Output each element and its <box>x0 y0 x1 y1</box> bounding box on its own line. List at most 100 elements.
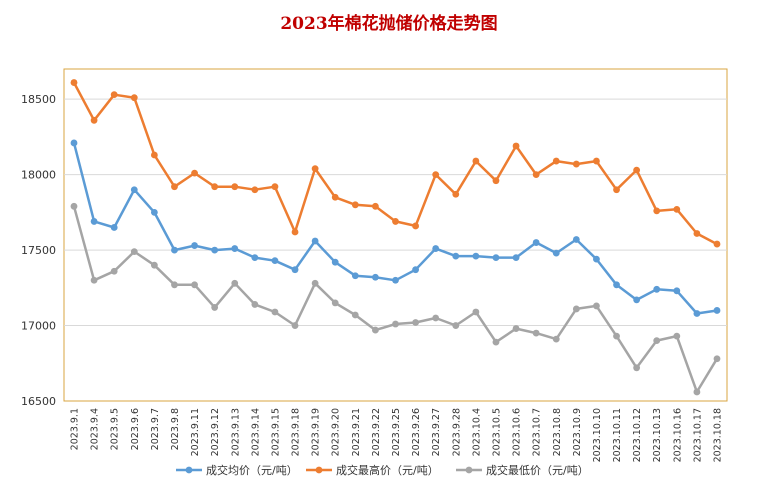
y-tick-label: 18500 <box>21 93 56 106</box>
data-point <box>613 281 620 289</box>
data-point <box>191 169 198 177</box>
data-point <box>653 337 661 345</box>
x-tick-label: 2023.10.11 <box>612 408 623 462</box>
data-point <box>492 254 500 262</box>
data-point <box>593 157 600 165</box>
x-tick-label: 2023.9.8 <box>170 408 181 450</box>
data-point <box>70 79 78 86</box>
y-tick-label: 18000 <box>21 169 56 182</box>
data-point <box>673 205 681 213</box>
data-point <box>452 252 460 260</box>
x-tick-label: 2023.10.6 <box>512 408 523 456</box>
legend-marker <box>185 466 193 474</box>
data-point <box>171 183 178 191</box>
data-point <box>311 279 319 287</box>
data-point <box>291 322 299 329</box>
data-point <box>231 183 239 191</box>
data-point <box>110 224 118 231</box>
data-point <box>150 208 158 216</box>
data-point <box>331 299 339 307</box>
legend-label: 成交均价（元/吨） <box>206 463 298 477</box>
data-point <box>110 267 118 275</box>
data-point <box>372 326 379 334</box>
x-tick-label: 2023.9.19 <box>311 408 322 456</box>
legend-label: 成交最低价（元/吨） <box>486 463 589 477</box>
data-point <box>432 314 440 322</box>
series-2 <box>70 79 721 248</box>
legend: 成交均价（元/吨） 成交最高价（元/吨） 成交最低价（元/吨） <box>176 463 589 477</box>
data-point <box>331 258 339 266</box>
data-point <box>653 285 661 293</box>
x-tick-label: 2023.10.8 <box>552 408 563 456</box>
series-1 <box>70 139 721 317</box>
data-point <box>633 166 641 174</box>
x-tick-label: 2023.10.16 <box>672 408 683 462</box>
data-point <box>532 239 540 246</box>
data-point <box>70 202 78 210</box>
x-tick-label: 2023.9.18 <box>291 408 302 456</box>
chart-title: 2023年棉花抛储价格走势图 <box>280 14 498 34</box>
data-point <box>211 183 219 191</box>
data-point <box>231 245 239 252</box>
data-point <box>512 254 520 262</box>
data-point <box>191 242 198 249</box>
data-point <box>412 266 419 274</box>
data-point <box>693 388 701 396</box>
data-point <box>572 236 580 243</box>
data-point <box>593 255 600 263</box>
series-lines <box>70 79 721 396</box>
x-tick-label: 2023.10.12 <box>632 408 643 462</box>
data-point <box>130 248 138 256</box>
legend-label: 成交最高价（元/吨） <box>336 463 439 477</box>
data-point <box>231 279 239 287</box>
data-point <box>512 325 520 332</box>
legend-marker <box>465 466 473 474</box>
x-tick-label: 2023.9.7 <box>150 408 161 450</box>
x-tick-label: 2023.10.4 <box>471 408 482 456</box>
data-point <box>633 364 641 372</box>
data-point <box>432 245 440 252</box>
series-line <box>72 142 718 315</box>
series-line <box>72 205 719 394</box>
x-tick-label: 2023.9.22 <box>371 408 382 456</box>
data-point <box>372 273 379 281</box>
data-point <box>472 252 480 260</box>
x-tick-label: 2023.9.25 <box>391 408 402 456</box>
x-tick-label: 2023.10.18 <box>713 408 724 462</box>
data-point <box>251 186 259 194</box>
data-point <box>351 201 359 209</box>
data-point <box>572 160 580 168</box>
data-point <box>150 151 158 159</box>
data-point <box>110 91 118 99</box>
data-point <box>351 311 359 319</box>
data-point <box>673 287 681 295</box>
data-point <box>613 332 620 340</box>
data-point <box>392 218 399 225</box>
x-tick-label: 2023.9.6 <box>130 408 141 450</box>
data-point <box>70 139 78 147</box>
data-point <box>613 186 620 194</box>
y-axis-ticks: 16500 17000 17500 18000 18500 <box>21 93 56 408</box>
data-point <box>191 281 198 289</box>
data-point <box>532 329 540 337</box>
data-point <box>532 171 540 179</box>
x-tick-label: 2023.10.17 <box>692 408 703 462</box>
data-point <box>211 304 219 311</box>
data-point <box>90 116 98 124</box>
x-axis-ticks: 2023.9.1 2023.9.4 2023.9.5 2023.9.6 2023.9.7… <box>70 408 724 462</box>
x-tick-label: 2023.9.20 <box>331 408 342 456</box>
legend-item: 成交最高价（元/吨） <box>306 463 439 477</box>
x-tick-label: 2023.10.5 <box>491 408 502 456</box>
data-point <box>713 307 721 314</box>
data-point <box>673 332 681 340</box>
data-point <box>291 266 299 274</box>
data-point <box>211 246 219 254</box>
data-point <box>452 322 460 329</box>
data-point <box>432 171 440 179</box>
data-point <box>713 355 721 363</box>
x-tick-label: 2023.9.13 <box>230 408 241 456</box>
y-tick-label: 17500 <box>21 244 56 257</box>
x-tick-label: 2023.9.27 <box>431 408 442 456</box>
data-point <box>693 230 701 237</box>
data-point <box>130 94 138 102</box>
